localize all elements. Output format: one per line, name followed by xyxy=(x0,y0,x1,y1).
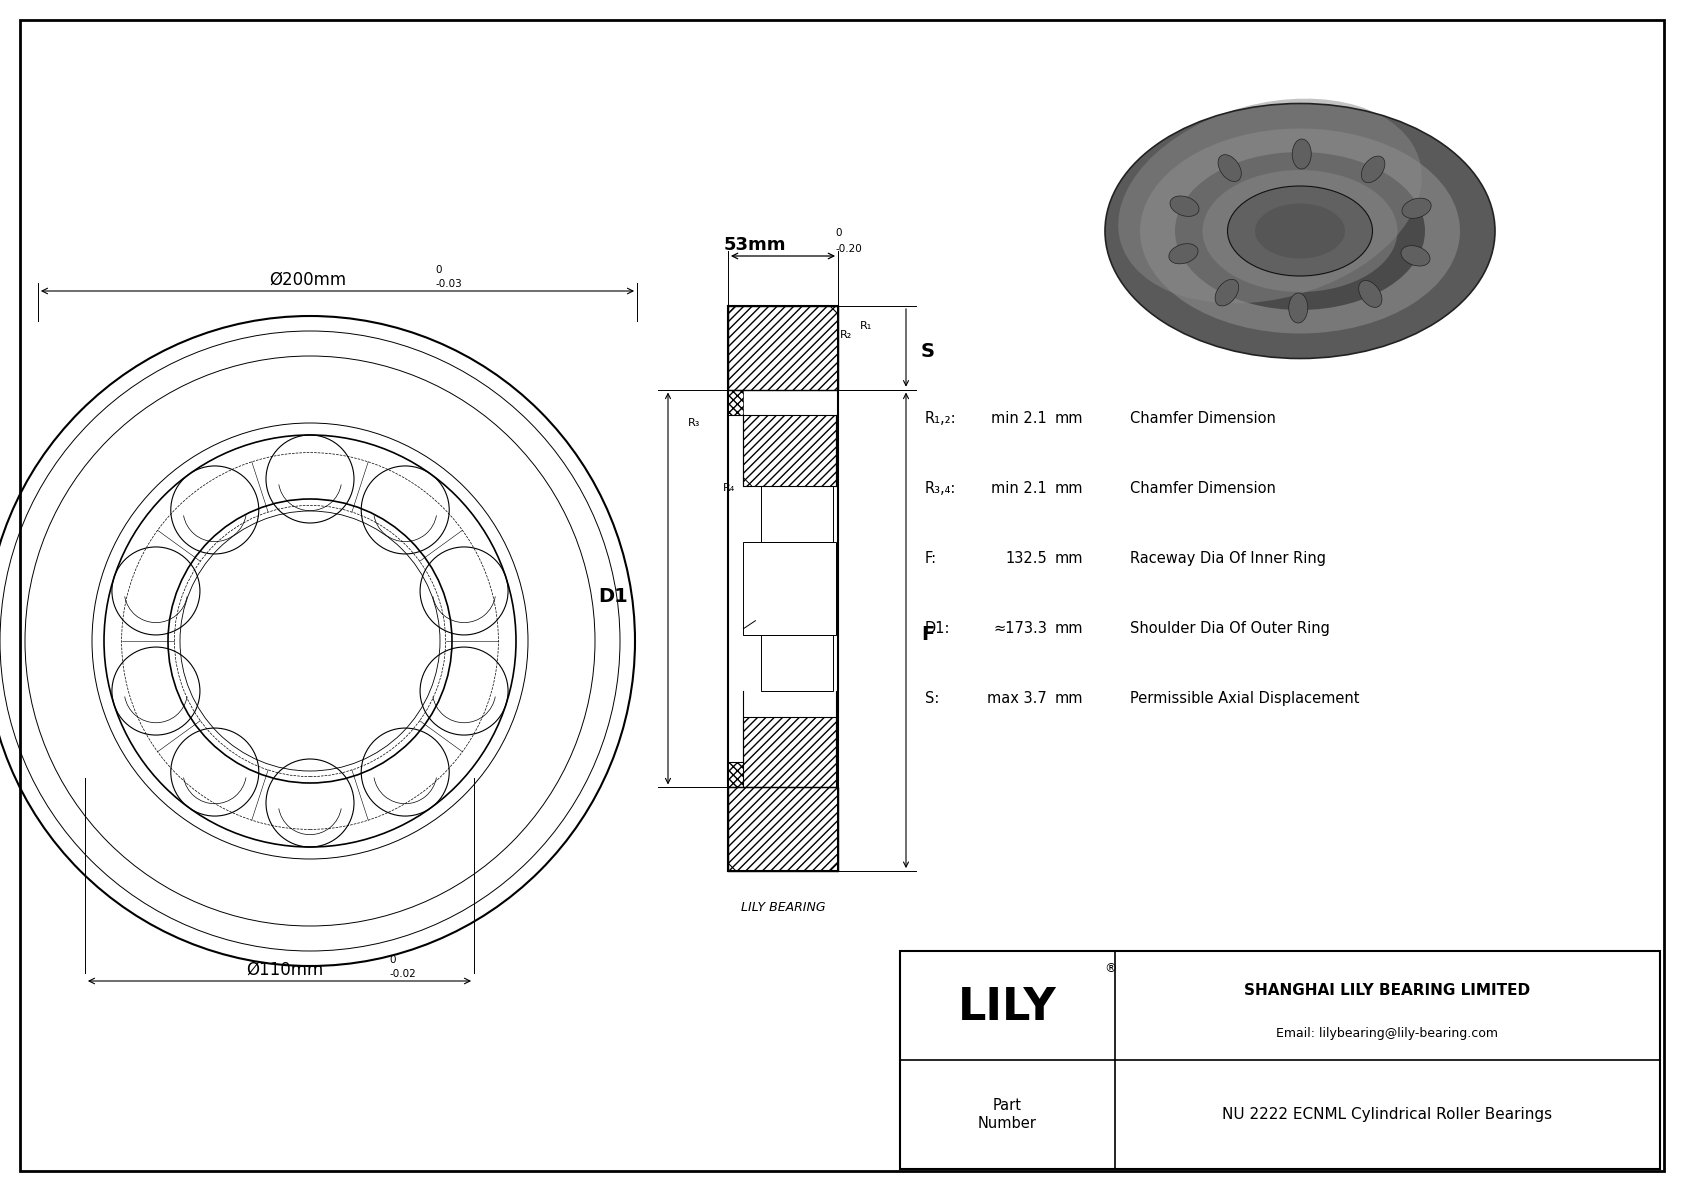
Text: S:: S: xyxy=(925,691,940,706)
Ellipse shape xyxy=(1403,198,1431,218)
Text: mm: mm xyxy=(1054,691,1083,706)
Text: 53mm: 53mm xyxy=(724,236,786,254)
Ellipse shape xyxy=(1105,104,1495,358)
Text: LILY BEARING: LILY BEARING xyxy=(741,902,825,913)
Text: Chamfer Dimension: Chamfer Dimension xyxy=(1130,481,1276,495)
Text: Raceway Dia Of Inner Ring: Raceway Dia Of Inner Ring xyxy=(1130,551,1325,566)
Text: -0.02: -0.02 xyxy=(389,969,416,979)
Ellipse shape xyxy=(1401,245,1430,266)
Ellipse shape xyxy=(1216,280,1239,306)
Bar xyxy=(727,306,839,389)
Ellipse shape xyxy=(1292,139,1312,169)
Text: Ø110mm: Ø110mm xyxy=(246,961,323,979)
Text: Email: lilybearing@lily-bearing.com: Email: lilybearing@lily-bearing.com xyxy=(1276,1028,1499,1041)
Text: mm: mm xyxy=(1054,621,1083,636)
Ellipse shape xyxy=(1288,293,1308,323)
Text: R₃: R₃ xyxy=(687,418,701,428)
Text: Ø200mm: Ø200mm xyxy=(269,272,347,289)
Text: D1: D1 xyxy=(598,587,628,606)
Bar xyxy=(743,717,835,787)
Bar xyxy=(727,762,743,787)
Ellipse shape xyxy=(1361,156,1384,182)
Text: 0: 0 xyxy=(389,955,396,965)
Text: ®: ® xyxy=(1103,962,1116,975)
Bar xyxy=(761,486,832,542)
Ellipse shape xyxy=(1218,155,1241,181)
Text: mm: mm xyxy=(1054,551,1083,566)
Text: Part
Number: Part Number xyxy=(978,1098,1037,1130)
Text: S: S xyxy=(921,342,935,361)
Text: SHANGHAI LILY BEARING LIMITED: SHANGHAI LILY BEARING LIMITED xyxy=(1244,983,1531,998)
Text: R₁,₂:: R₁,₂: xyxy=(925,411,957,426)
Ellipse shape xyxy=(1118,99,1421,304)
Text: R₂: R₂ xyxy=(840,330,852,339)
Text: R₁: R₁ xyxy=(861,322,872,331)
Text: 0: 0 xyxy=(436,266,441,275)
Text: F:: F: xyxy=(925,551,936,566)
Text: -0.20: -0.20 xyxy=(835,244,862,254)
Ellipse shape xyxy=(1140,129,1460,333)
Bar xyxy=(899,950,1660,1170)
Ellipse shape xyxy=(1202,170,1398,292)
Bar xyxy=(727,787,839,871)
Text: -0.03: -0.03 xyxy=(436,279,461,289)
Text: min 2.1: min 2.1 xyxy=(992,411,1047,426)
Text: mm: mm xyxy=(1054,481,1083,495)
Text: max 3.7: max 3.7 xyxy=(987,691,1047,706)
Ellipse shape xyxy=(1255,204,1346,258)
Ellipse shape xyxy=(1170,197,1199,217)
Text: ≈173.3: ≈173.3 xyxy=(994,621,1047,636)
Bar xyxy=(727,389,743,414)
Bar xyxy=(743,542,835,635)
Text: mm: mm xyxy=(1054,411,1083,426)
Text: 0: 0 xyxy=(835,227,842,238)
Text: Chamfer Dimension: Chamfer Dimension xyxy=(1130,411,1276,426)
Text: 132.5: 132.5 xyxy=(1005,551,1047,566)
Text: D1:: D1: xyxy=(925,621,950,636)
Text: NU 2222 ECNML Cylindrical Roller Bearings: NU 2222 ECNML Cylindrical Roller Bearing… xyxy=(1223,1106,1553,1122)
Text: Permissible Axial Displacement: Permissible Axial Displacement xyxy=(1130,691,1359,706)
Ellipse shape xyxy=(1169,244,1197,264)
Text: LILY: LILY xyxy=(958,986,1058,1029)
Text: F: F xyxy=(921,625,935,644)
Ellipse shape xyxy=(1175,152,1425,310)
Bar xyxy=(743,414,835,486)
Ellipse shape xyxy=(1228,186,1372,276)
Bar xyxy=(761,635,832,691)
Text: R₃,₄:: R₃,₄: xyxy=(925,481,957,495)
Text: R₄: R₄ xyxy=(722,482,736,493)
Text: Shoulder Dia Of Outer Ring: Shoulder Dia Of Outer Ring xyxy=(1130,621,1330,636)
Ellipse shape xyxy=(1359,281,1383,307)
Text: min 2.1: min 2.1 xyxy=(992,481,1047,495)
